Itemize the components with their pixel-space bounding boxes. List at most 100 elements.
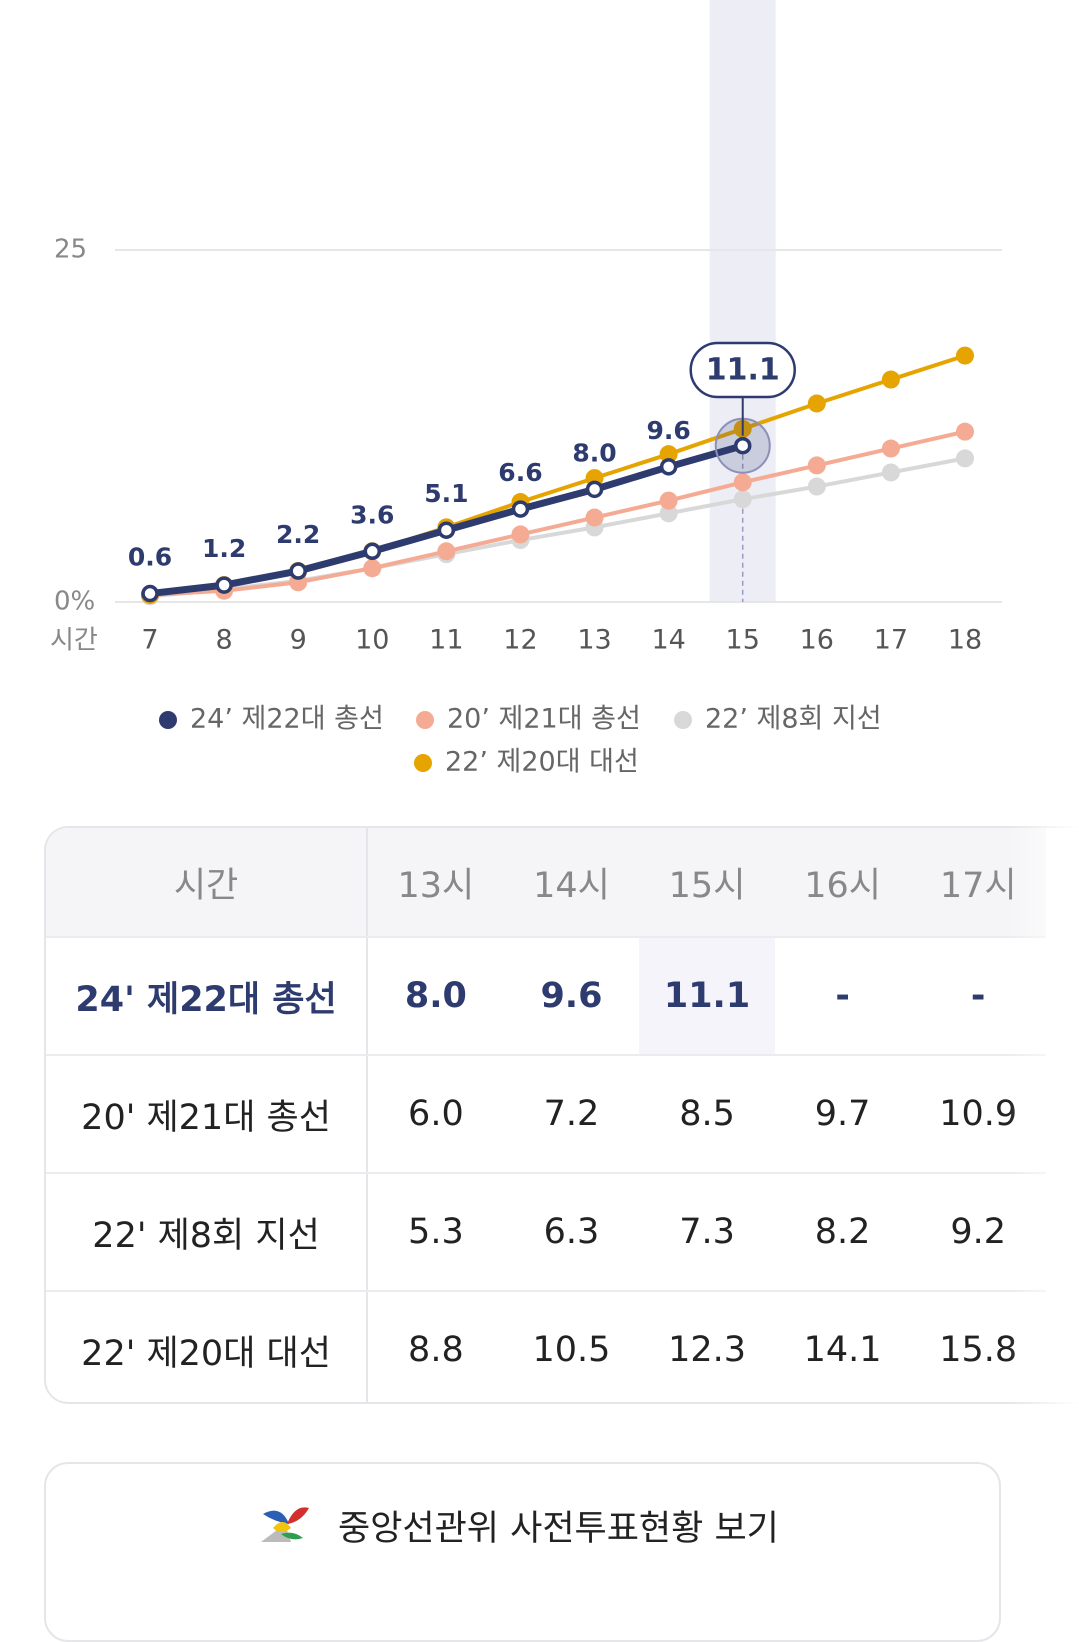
point (659, 491, 678, 510)
point (733, 436, 752, 455)
x-tick-label: 16 (800, 625, 834, 656)
row-header: 24' 제22대 총선 (46, 937, 369, 1056)
point (881, 370, 900, 389)
row-header: 22' 제8회 지선 (46, 1173, 369, 1292)
value-cell: 5.3 (367, 1173, 504, 1292)
series-line (149, 353, 966, 597)
point (956, 346, 974, 365)
data-label: 5.1 (424, 479, 468, 508)
point (807, 477, 826, 496)
x-axis-label: 시간 (50, 626, 98, 656)
table-header: 시간 13시 14시 15시 16시 17시 (46, 828, 1046, 938)
value-cell: 8.2 (774, 1173, 911, 1292)
header-cell: 14시 (503, 828, 640, 938)
fade (1009, 826, 1079, 1404)
point (585, 508, 604, 527)
row-header: 20' 제21대 총선 (46, 1055, 369, 1174)
header-cell: 13시 (367, 828, 504, 938)
callout-label: 11.1 (706, 353, 780, 388)
y-tick-label: 0% (54, 587, 95, 617)
point (807, 394, 826, 413)
value-cell: 8.5 (639, 1055, 775, 1174)
legend-label: 22’ 제20대 대선 (445, 747, 639, 778)
value-cell: 6.3 (503, 1173, 640, 1292)
point (437, 542, 456, 561)
value-cell: 14.1 (803, 1330, 882, 1370)
logo (261, 1507, 309, 1542)
point (956, 449, 974, 468)
x-tick-label: 12 (503, 625, 537, 656)
table-row: 22' 제20대 대선 8.8 10.5 12.3 14.1 15.8 (46, 1291, 1046, 1402)
point (363, 542, 382, 561)
value-cell: 12.3 (668, 1330, 746, 1370)
header-cell: 16시 (774, 828, 911, 938)
value-cell: 7.3 (639, 1173, 775, 1292)
table-row: 24' 제22대 총선 8.0 9.6 11.1- - (46, 937, 1046, 1056)
value-cell: 6.0 (367, 1055, 504, 1174)
point (733, 473, 752, 492)
value-cell: 7.2 (503, 1055, 640, 1174)
data-label: 8.0 (572, 438, 616, 467)
legend-marker (414, 754, 432, 772)
x-tick-label: 11 (429, 625, 463, 656)
data-label: 6.6 (498, 458, 542, 487)
point (881, 439, 900, 458)
point (215, 576, 233, 594)
button-label[interactable]: 중앙선관위 사전투표현황 보기 (338, 1509, 779, 1549)
header-cell: 시간 (46, 828, 369, 938)
table: 시간 13시 14시 15시 16시 17시 24' 제22대 총선 8.0 9.6 11.1- -… (44, 826, 1079, 1404)
x-tick-label: 13 (577, 625, 611, 656)
value-cell: 8.0 (367, 937, 504, 1056)
point (511, 500, 530, 518)
data-label: 0.6 (128, 543, 172, 572)
point (659, 504, 678, 523)
value-cell: 10.5 (532, 1330, 611, 1370)
y-tick-label: 25 (54, 235, 87, 265)
data-label: 1.2 (202, 534, 246, 563)
legend-marker (159, 711, 177, 729)
x-tick-label: 7 (141, 625, 158, 656)
election-commission-button[interactable]: 중앙선관위 사전투표현황 보기 (44, 1462, 1001, 1642)
chart: 0% 25 시간 7 8 9 10 11 12 13 14 15 16 17 18 0.6 1.2 2.2 3.6 5… (50, 0, 1002, 778)
point (659, 445, 678, 464)
value-cell: - (774, 937, 911, 1056)
x-tick-label: 15 (726, 625, 760, 656)
row-header: 22' 제20대 대선 (46, 1291, 369, 1402)
x-tick-label: 9 (290, 625, 307, 656)
point (141, 584, 159, 603)
data-label: 3.6 (350, 500, 394, 529)
legend-label: 22’ 제8회 지선 (705, 704, 882, 735)
value-cell: 15.8 (939, 1330, 1018, 1370)
legend-marker (416, 711, 434, 729)
point (585, 480, 604, 499)
value-cell: 9.7 (774, 1055, 911, 1174)
point (437, 521, 456, 539)
legend-label: 20’ 제21대 총선 (447, 704, 641, 735)
value-cell: 8.8 (408, 1330, 464, 1370)
callout-box (689, 341, 796, 399)
point (881, 463, 900, 482)
header-cell: 15시 (639, 828, 775, 938)
legend-marker (674, 711, 692, 729)
table-row: 22' 제8회 지선 5.3 6.3 7.3 8.2 9.2 (46, 1173, 1046, 1292)
point (956, 422, 974, 441)
point (659, 458, 678, 476)
x-tick-label: 17 (874, 625, 908, 656)
x-tick-label: 18 (948, 625, 982, 656)
x-tick-label: 14 (651, 625, 685, 656)
point (289, 562, 307, 580)
x-tick-label: 8 (215, 625, 232, 656)
value-cell: 9.6 (503, 937, 640, 1056)
point (733, 490, 752, 509)
table-row: 20' 제21대 총선 6.0 7.2 8.5 9.7 10.9 (46, 1055, 1046, 1174)
point (363, 559, 382, 578)
data-label: 2.2 (276, 520, 320, 549)
x-tick-label: 10 (355, 625, 389, 656)
value-cell: 11.1 (639, 937, 775, 1056)
legend-label: 24’ 제22대 총선 (190, 704, 384, 735)
data-label: 9.6 (646, 416, 690, 445)
point (807, 456, 826, 475)
point (511, 525, 530, 544)
series-line (149, 429, 966, 597)
